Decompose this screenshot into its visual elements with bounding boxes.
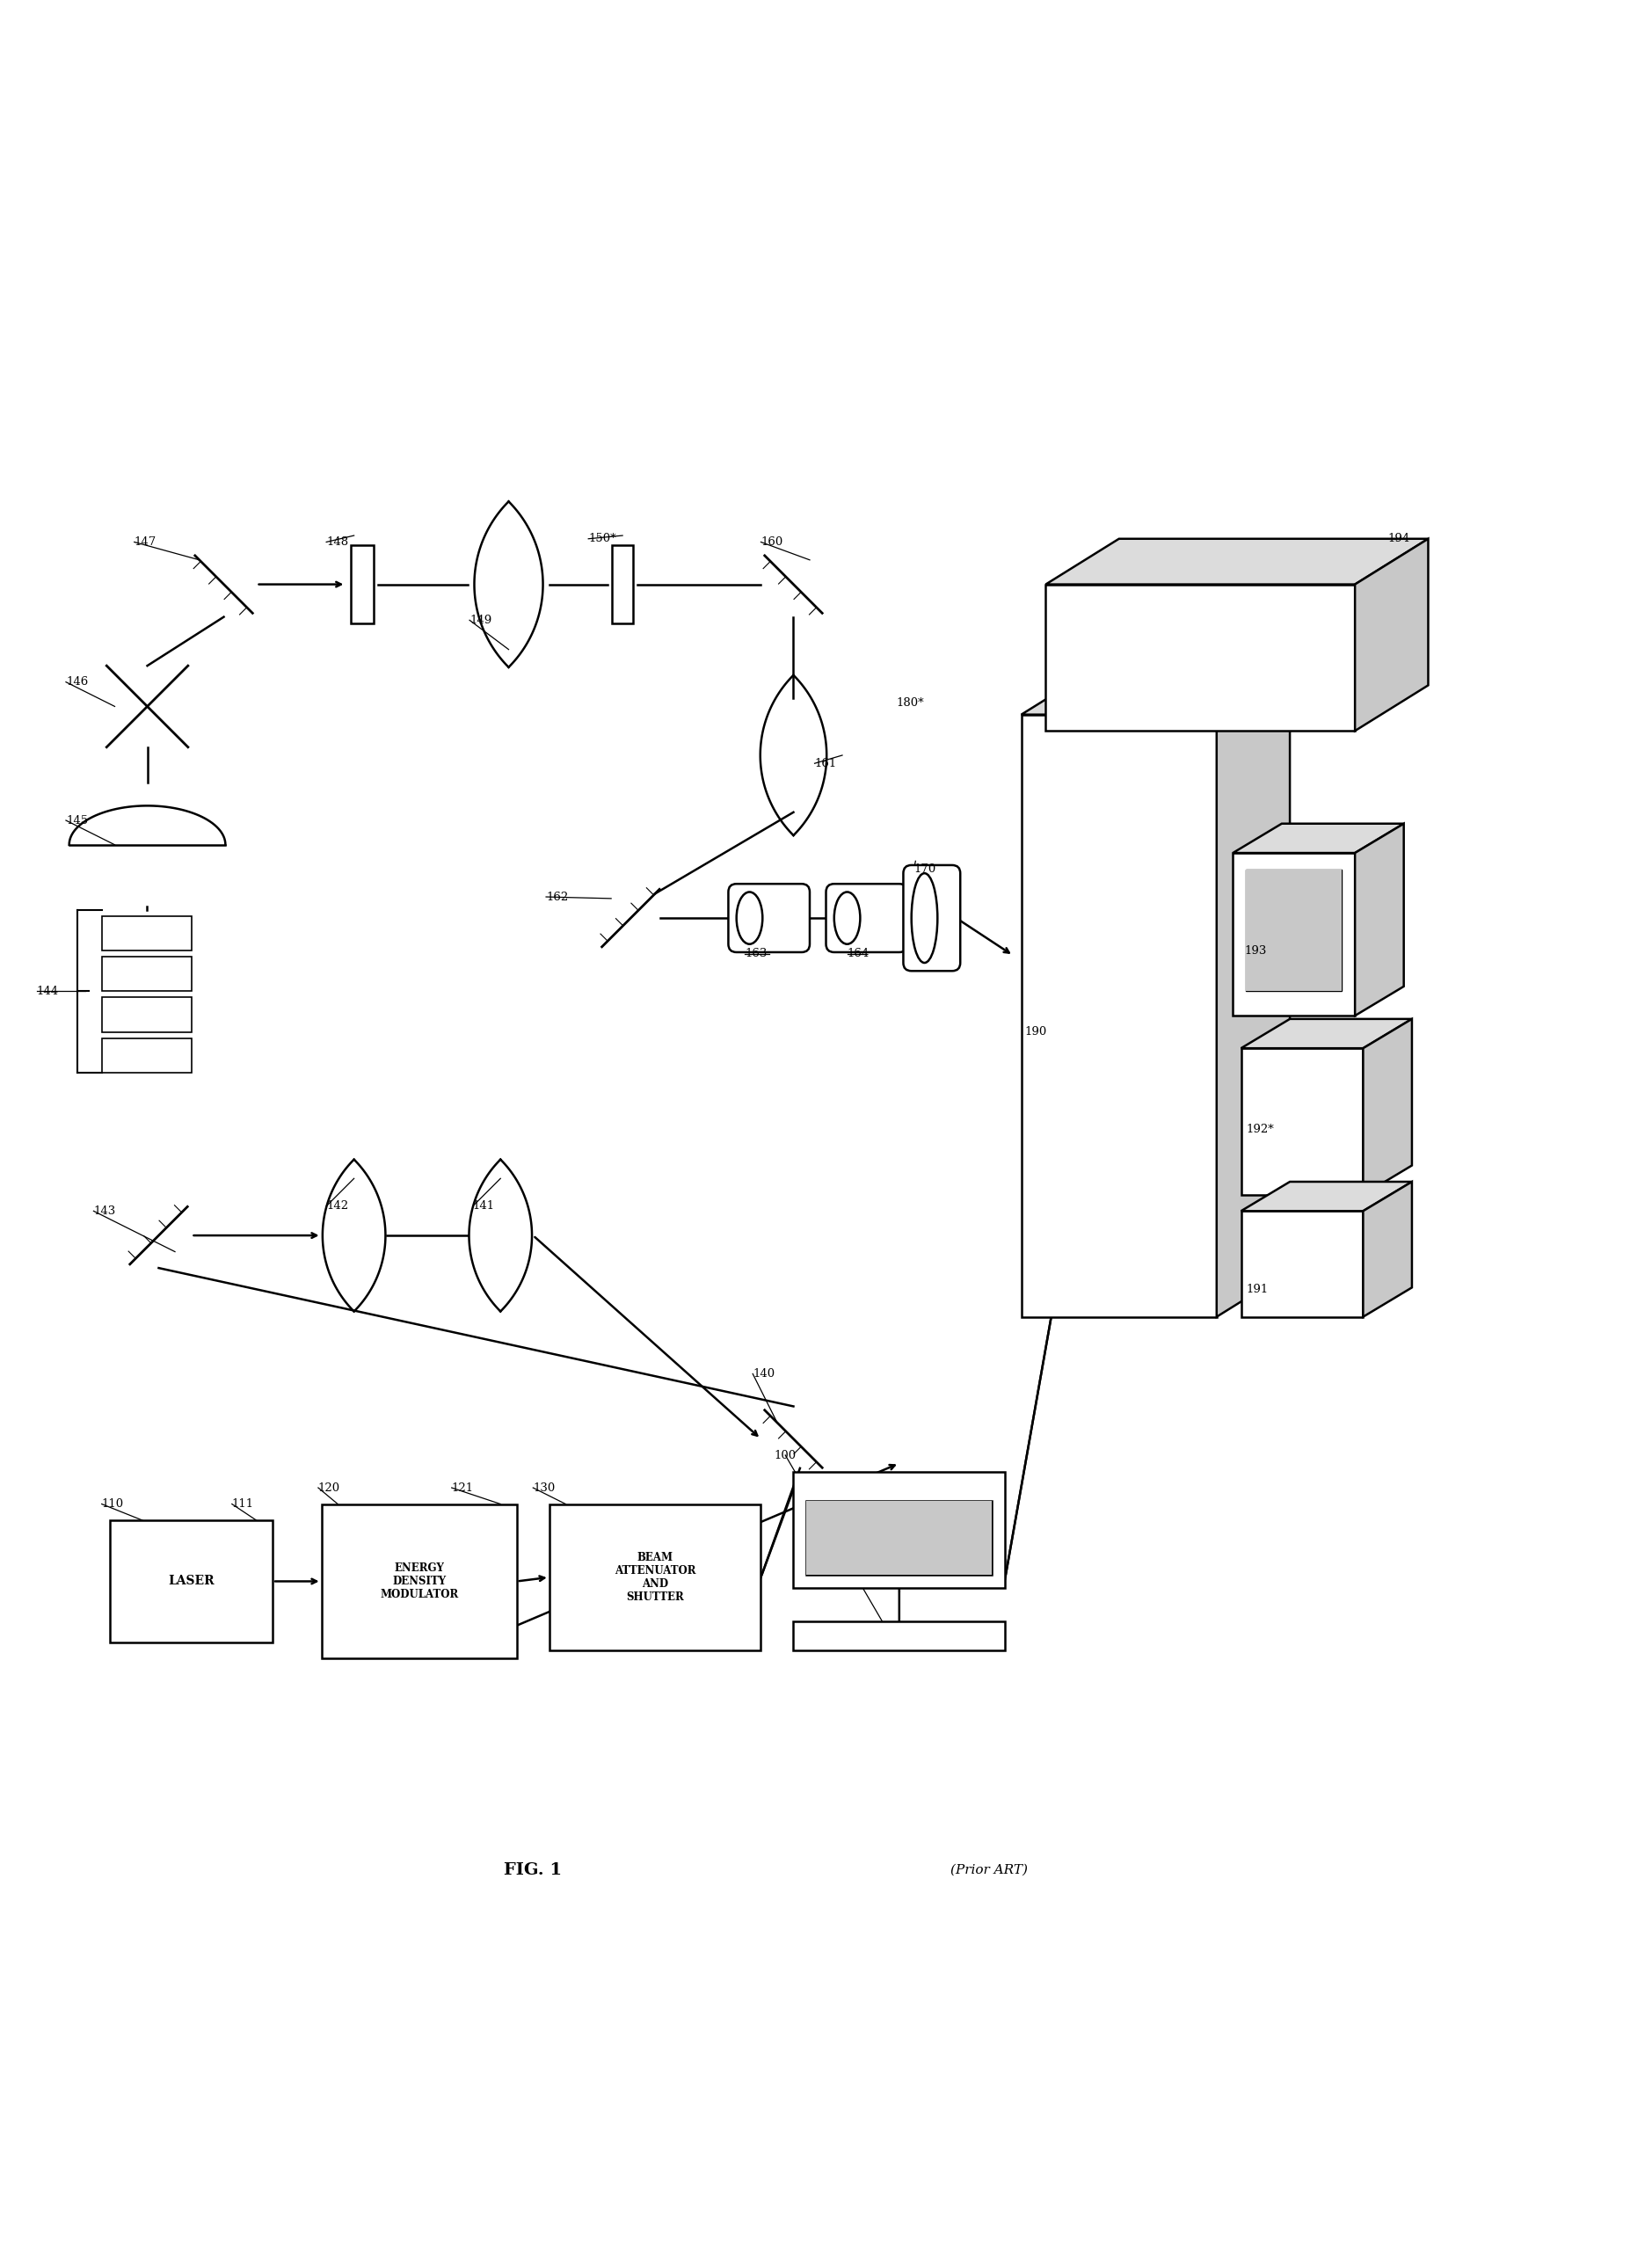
FancyBboxPatch shape <box>826 884 907 953</box>
Bar <box>1246 870 1341 991</box>
Bar <box>550 1505 762 1651</box>
Bar <box>102 998 192 1032</box>
Text: 192*: 192* <box>1246 1124 1274 1135</box>
Text: 148: 148 <box>327 536 349 547</box>
Text: 141: 141 <box>472 1200 496 1211</box>
Polygon shape <box>1241 1211 1363 1317</box>
Text: 142: 142 <box>327 1200 349 1211</box>
Text: 170: 170 <box>914 864 937 875</box>
Text: 120: 120 <box>319 1483 340 1494</box>
Text: 110: 110 <box>102 1498 124 1510</box>
Text: 160: 160 <box>762 536 783 547</box>
Text: 147: 147 <box>134 536 157 547</box>
Polygon shape <box>1363 1182 1412 1317</box>
Bar <box>793 1622 1004 1651</box>
Bar <box>111 1521 273 1642</box>
Polygon shape <box>1355 538 1429 731</box>
Text: 143: 143 <box>94 1204 116 1216</box>
Bar <box>806 1501 991 1575</box>
Text: 190: 190 <box>1024 1027 1047 1039</box>
Bar <box>102 958 192 991</box>
FancyBboxPatch shape <box>904 866 960 971</box>
Polygon shape <box>1046 585 1355 731</box>
Polygon shape <box>1241 1047 1363 1196</box>
Text: 121: 121 <box>451 1483 474 1494</box>
Polygon shape <box>1363 1018 1412 1196</box>
Ellipse shape <box>912 873 937 962</box>
Text: FIG. 1: FIG. 1 <box>504 1862 562 1877</box>
Text: 161: 161 <box>814 758 838 769</box>
Text: 111: 111 <box>231 1498 254 1510</box>
Bar <box>102 1039 192 1072</box>
FancyBboxPatch shape <box>729 884 809 953</box>
Text: 140: 140 <box>753 1368 775 1379</box>
Polygon shape <box>1046 538 1429 585</box>
Text: 130: 130 <box>534 1483 555 1494</box>
Polygon shape <box>1021 668 1290 716</box>
Text: BEAM
ATTENUATOR
AND
SHUTTER: BEAM ATTENUATOR AND SHUTTER <box>615 1552 695 1604</box>
Text: 146: 146 <box>66 677 88 689</box>
Text: LASER: LASER <box>169 1575 215 1588</box>
Text: 191: 191 <box>1246 1283 1269 1294</box>
Bar <box>1246 870 1341 991</box>
Text: 194: 194 <box>1388 534 1409 545</box>
Text: 193: 193 <box>1244 944 1267 956</box>
Bar <box>611 545 633 624</box>
Text: 164: 164 <box>847 949 869 960</box>
Polygon shape <box>1241 1018 1412 1047</box>
Text: 180*: 180* <box>895 698 923 709</box>
Text: 145: 145 <box>66 814 88 825</box>
Polygon shape <box>1021 716 1216 1317</box>
Text: 100: 100 <box>775 1449 796 1460</box>
Text: 144: 144 <box>36 985 59 996</box>
Text: 150*: 150* <box>588 534 616 545</box>
Ellipse shape <box>834 893 861 944</box>
Polygon shape <box>1216 668 1290 1317</box>
Text: 163: 163 <box>745 949 767 960</box>
Text: 162: 162 <box>547 890 568 902</box>
Polygon shape <box>1232 852 1355 1016</box>
Polygon shape <box>1232 823 1404 852</box>
Bar <box>793 1471 1004 1588</box>
Polygon shape <box>1355 823 1404 1016</box>
Bar <box>350 545 373 624</box>
Text: (Prior ART): (Prior ART) <box>950 1864 1028 1877</box>
Text: 149: 149 <box>469 615 492 626</box>
Bar <box>806 1501 991 1575</box>
Polygon shape <box>1241 1182 1412 1211</box>
Text: ENERGY
DENSITY
MODULATOR: ENERGY DENSITY MODULATOR <box>380 1563 458 1599</box>
Bar <box>102 915 192 951</box>
Ellipse shape <box>737 893 763 944</box>
Bar <box>322 1505 517 1658</box>
